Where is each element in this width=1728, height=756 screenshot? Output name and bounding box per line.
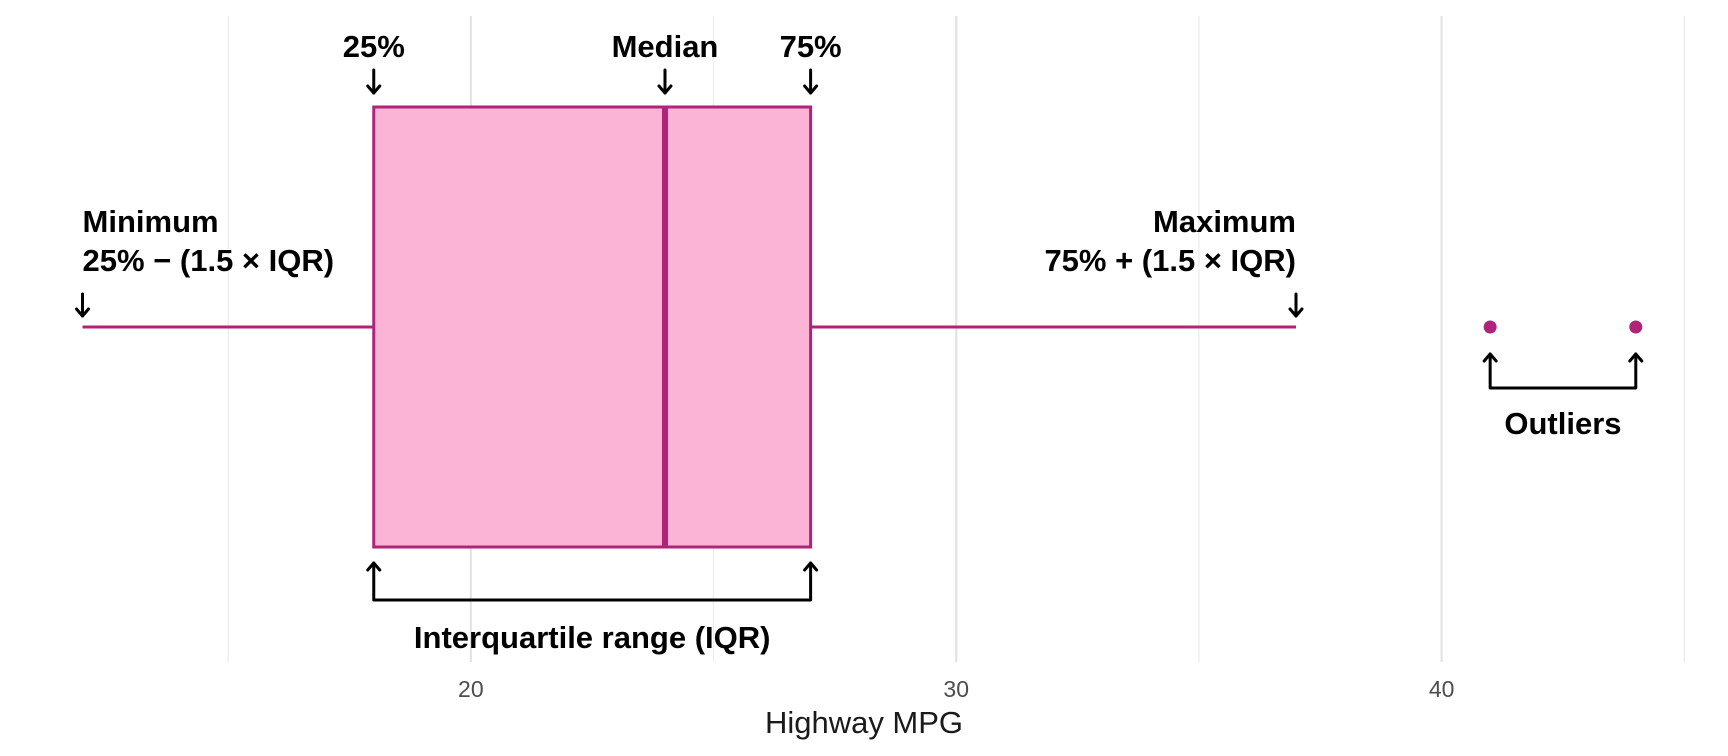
arrow-head (803, 84, 819, 95)
arrow-q3 (803, 68, 819, 95)
arrow-median (657, 68, 673, 95)
label-maximum-title: Maximum (1153, 204, 1296, 239)
arrow-head (803, 561, 819, 572)
arrow-maximum (1288, 292, 1304, 318)
label-outliers: Outliers (1504, 406, 1621, 441)
label-minimum-title: Minimum (83, 204, 219, 239)
label-maximum-formula: 75% + (1.5 × IQR) (1044, 243, 1296, 278)
label-minimum-formula: 25% − (1.5 × IQR) (83, 243, 335, 278)
bracket-line (372, 561, 813, 602)
arrow-head (1482, 352, 1498, 363)
annotations: 25% Median 75% Minimum 25% − (1.5 × IQR) Maxi… (75, 29, 1644, 655)
x-axis-title: Highway MPG (765, 705, 963, 740)
label-q1: 25% (343, 29, 405, 64)
arrow-head (1288, 307, 1304, 318)
arrow-head (657, 84, 673, 95)
outlier-point (1629, 320, 1643, 334)
label-iqr: Interquartile range (IQR) (414, 620, 771, 655)
label-q3: 75% (780, 29, 842, 64)
bracket-iqr (366, 561, 819, 602)
arrow-head (75, 307, 91, 318)
bracket-line (1488, 352, 1638, 390)
label-median: Median (612, 29, 719, 64)
box-plot-marks (82, 105, 1643, 549)
x-axis: 20 30 40 (458, 676, 1454, 702)
arrow-head (366, 561, 382, 572)
x-tick-label: 20 (458, 676, 484, 702)
arrow-q1 (366, 68, 382, 95)
arrow-head (1628, 352, 1644, 363)
iqr-box (372, 105, 813, 549)
bracket-outliers (1482, 352, 1644, 390)
arrow-minimum (75, 292, 91, 318)
x-tick-label: 30 (943, 676, 969, 702)
x-tick-label: 40 (1429, 676, 1455, 702)
arrow-head (366, 84, 382, 95)
outlier-point (1483, 320, 1497, 334)
